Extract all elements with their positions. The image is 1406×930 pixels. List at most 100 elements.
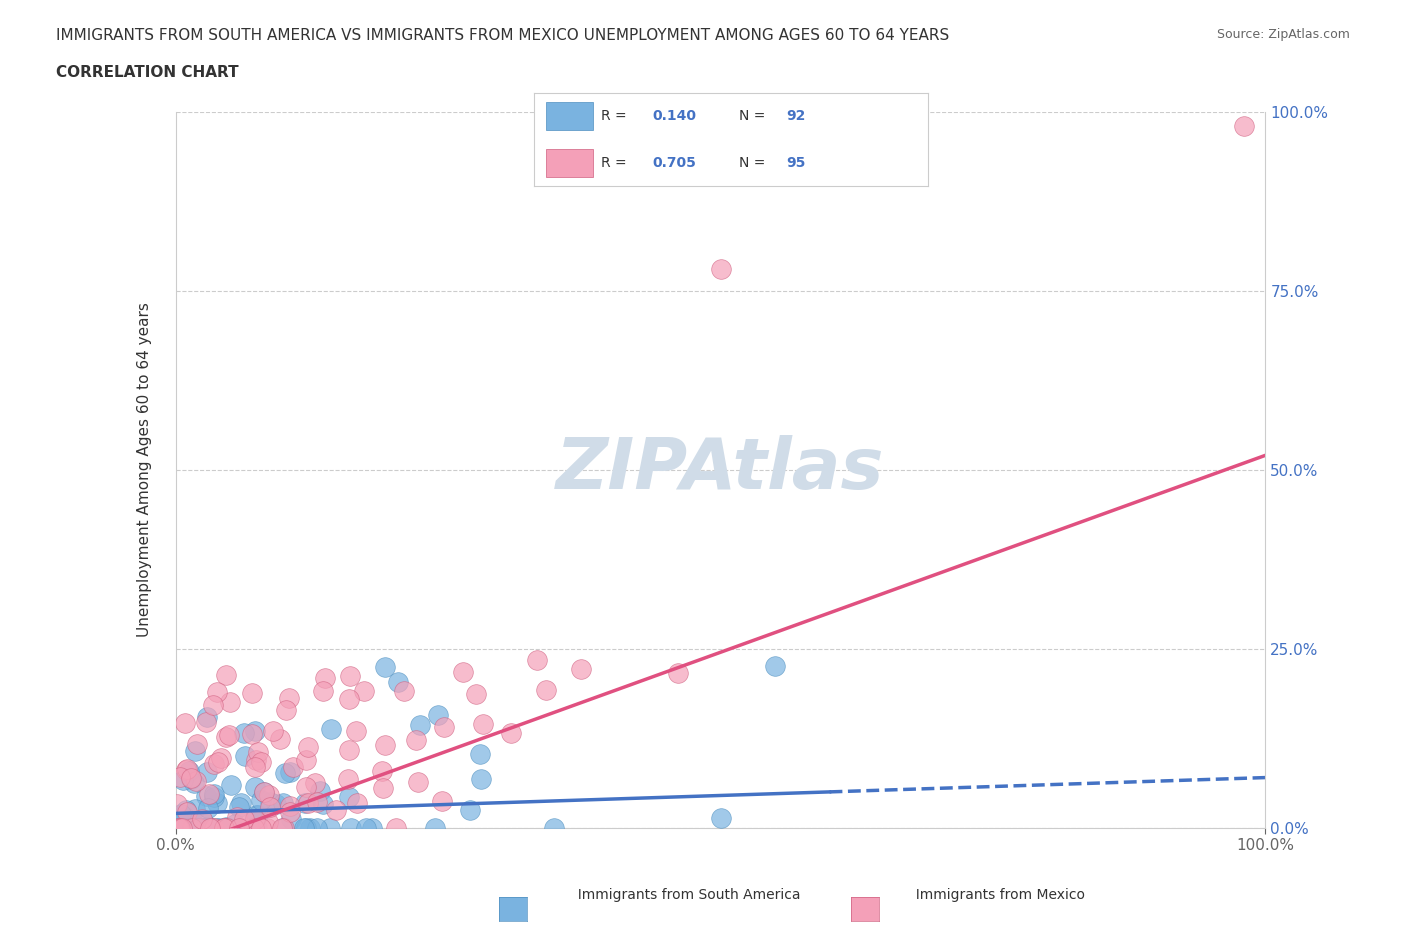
Point xyxy=(374,660,396,675)
Text: 95: 95 xyxy=(786,155,806,170)
Point xyxy=(305,820,328,835)
Point xyxy=(204,820,226,835)
Point xyxy=(304,776,326,790)
Point xyxy=(169,770,191,785)
Point xyxy=(166,820,188,835)
Point xyxy=(242,820,264,835)
Point xyxy=(177,820,200,835)
Text: Source: ZipAtlas.com: Source: ZipAtlas.com xyxy=(1216,28,1350,41)
Point xyxy=(201,820,224,835)
Point xyxy=(470,772,492,787)
Point xyxy=(204,787,226,802)
Point xyxy=(183,776,205,790)
Point xyxy=(167,820,190,835)
Point xyxy=(184,774,207,789)
Point xyxy=(229,795,252,810)
Point xyxy=(176,763,198,777)
Text: CORRELATION CHART: CORRELATION CHART xyxy=(56,65,239,80)
Point xyxy=(181,820,204,835)
Bar xyxy=(546,149,593,177)
Text: 0.705: 0.705 xyxy=(652,155,696,170)
Point xyxy=(195,764,218,779)
Point xyxy=(763,658,786,673)
Point xyxy=(314,671,336,686)
Point xyxy=(202,790,225,804)
Point xyxy=(408,775,430,790)
Point xyxy=(214,820,236,835)
Point xyxy=(215,820,238,835)
Text: R =: R = xyxy=(602,109,631,124)
Point xyxy=(197,710,219,724)
Point xyxy=(354,820,377,835)
Point xyxy=(277,691,299,706)
Point xyxy=(181,820,204,835)
Point xyxy=(188,820,211,835)
Point xyxy=(180,771,202,786)
Point xyxy=(215,668,238,683)
Point xyxy=(312,796,335,811)
Point xyxy=(245,753,267,768)
Point xyxy=(278,798,301,813)
Point xyxy=(353,684,375,698)
Point xyxy=(169,814,191,829)
Point xyxy=(427,708,450,723)
Point xyxy=(337,743,360,758)
Point xyxy=(184,744,207,759)
Point xyxy=(571,662,593,677)
Point xyxy=(209,751,232,765)
Point xyxy=(371,764,394,778)
Point xyxy=(337,772,360,787)
Point xyxy=(191,811,214,826)
Point xyxy=(305,794,328,809)
Point xyxy=(233,749,256,764)
Point xyxy=(215,730,238,745)
Point xyxy=(245,807,267,822)
Point xyxy=(458,803,481,817)
Point xyxy=(186,820,208,835)
Point xyxy=(501,725,523,740)
Point xyxy=(170,806,193,821)
Point xyxy=(269,732,291,747)
Y-axis label: Unemployment Among Ages 60 to 64 years: Unemployment Among Ages 60 to 64 years xyxy=(138,302,152,637)
Text: ZIPAtlas: ZIPAtlas xyxy=(557,435,884,504)
Point xyxy=(245,724,267,738)
Point xyxy=(176,803,198,817)
Point xyxy=(198,787,221,802)
Point xyxy=(271,820,294,835)
Point xyxy=(318,820,340,835)
Point xyxy=(191,820,214,835)
Point xyxy=(181,820,204,835)
Point xyxy=(214,820,236,835)
Point xyxy=(177,764,200,778)
Point xyxy=(423,820,446,835)
Point xyxy=(373,780,395,795)
Point xyxy=(344,724,367,738)
Point xyxy=(464,686,486,701)
Bar xyxy=(546,102,593,130)
Point xyxy=(470,747,492,762)
Point xyxy=(278,804,301,819)
Point xyxy=(245,812,267,827)
Point xyxy=(218,728,240,743)
Point xyxy=(249,754,271,769)
Point xyxy=(666,665,689,680)
Point xyxy=(218,820,240,835)
Point xyxy=(207,755,229,770)
Point xyxy=(194,788,217,803)
Point xyxy=(346,795,368,810)
Point xyxy=(295,820,318,835)
Point xyxy=(710,811,733,826)
Point xyxy=(308,784,330,799)
Point xyxy=(256,820,278,835)
Text: Immigrants from Mexico: Immigrants from Mexico xyxy=(872,888,1084,902)
Point xyxy=(225,810,247,825)
Point xyxy=(186,737,208,751)
Point xyxy=(256,815,278,830)
Point xyxy=(247,807,270,822)
Point xyxy=(202,820,225,835)
Point xyxy=(176,820,198,835)
Point xyxy=(197,801,219,816)
Point xyxy=(536,683,558,698)
Point xyxy=(198,820,221,835)
Text: R =: R = xyxy=(602,155,631,170)
